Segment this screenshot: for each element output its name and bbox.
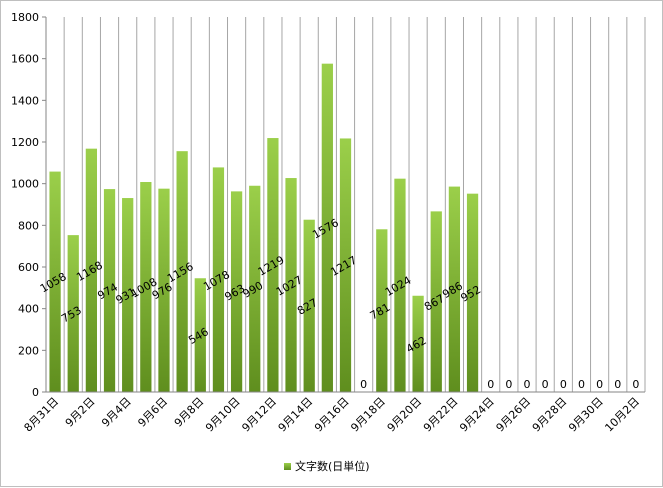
x-tick-label: 9月4日	[99, 395, 134, 430]
x-tick-label: 9月22日	[421, 395, 461, 435]
data-label: 0	[505, 378, 512, 391]
y-tick-label: 400	[18, 303, 39, 316]
bar	[339, 138, 352, 392]
bar	[49, 171, 61, 392]
data-label: 0	[542, 378, 549, 391]
data-label: 0	[596, 378, 603, 391]
bar	[466, 193, 479, 392]
x-tick-label: 9月30日	[566, 395, 606, 435]
data-label: 0	[560, 378, 567, 391]
bar	[303, 219, 315, 392]
axes	[45, 17, 645, 393]
legend-entry: 文字数(日単位)	[295, 459, 370, 473]
y-tick-label: 1000	[11, 178, 39, 191]
y-tick-label: 600	[18, 261, 39, 274]
x-tick-label: 9月28日	[530, 395, 570, 435]
bar	[230, 191, 243, 392]
y-tick-label: 1400	[11, 94, 39, 107]
x-tick-label: 9月8日	[172, 395, 207, 430]
bar	[158, 188, 170, 392]
bar	[448, 186, 461, 392]
data-label: 0	[632, 378, 639, 391]
bar	[376, 229, 388, 392]
data-label: 0	[360, 378, 367, 391]
data-label: 0	[524, 378, 531, 391]
x-tick-label: 9月2日	[63, 395, 98, 430]
x-tick-label: 9月18日	[348, 395, 388, 435]
y-tick-labels: 0 200 400 600 800 1000 1200 1400 1600 1800	[11, 11, 46, 399]
y-tick-label: 200	[18, 344, 39, 357]
x-tick-label: 9月16日	[312, 395, 352, 435]
bar	[194, 278, 206, 392]
bar	[285, 178, 297, 392]
x-tick-label: 9月10日	[203, 395, 243, 435]
bar	[103, 189, 116, 392]
bar	[122, 198, 134, 392]
bars	[49, 63, 479, 393]
y-tick-label: 800	[18, 219, 39, 232]
bar	[212, 167, 225, 392]
bar	[394, 178, 406, 392]
y-tick-label: 0	[32, 386, 39, 399]
bar	[176, 151, 188, 392]
x-tick-label: 9月24日	[457, 395, 497, 435]
y-tick-label: 1200	[11, 136, 39, 149]
data-label: 0	[487, 378, 494, 391]
bar	[140, 182, 152, 392]
x-tick-labels: 8月31日 9月2日 9月4日 9月6日 9月8日9月10日9月12日9月14日9月16…	[22, 395, 642, 435]
bar	[67, 235, 79, 392]
y-tick-label: 1600	[11, 53, 39, 66]
bar	[412, 295, 424, 392]
bar	[249, 185, 261, 392]
x-tick-label: 9月26日	[494, 395, 534, 435]
x-tick-label: 8月31日	[22, 395, 62, 435]
x-tick-label: 10月2日	[602, 395, 642, 435]
y-tick-label: 1800	[11, 11, 39, 24]
bar	[321, 63, 333, 393]
x-tick-label: 9月6日	[135, 395, 170, 430]
legend-swatch	[284, 463, 291, 470]
data-label: 0	[578, 378, 585, 391]
legend: 文字数(日単位)	[284, 459, 370, 473]
bar	[267, 138, 279, 392]
x-tick-label: 9月20日	[385, 395, 425, 435]
bar	[430, 211, 442, 392]
bar	[85, 148, 98, 392]
x-tick-label: 9月12日	[239, 395, 279, 435]
x-tick-label: 9月14日	[276, 395, 316, 435]
data-label: 0	[614, 378, 621, 391]
gridlines	[63, 17, 646, 392]
